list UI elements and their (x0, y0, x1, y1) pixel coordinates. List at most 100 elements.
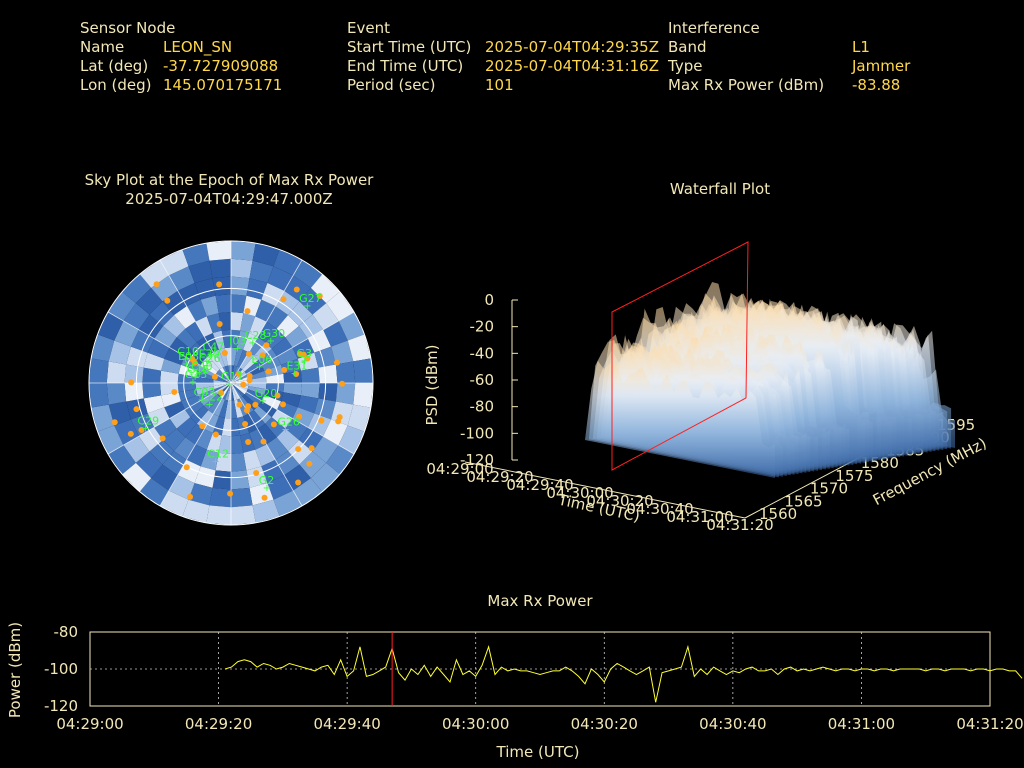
sky-cell (257, 321, 277, 343)
sky-cell (178, 364, 198, 377)
sky-track-point (306, 460, 313, 467)
sky-cell (300, 383, 320, 399)
sky-cell (218, 312, 231, 331)
sky-cell (318, 364, 338, 383)
sky-cell (124, 364, 144, 383)
sky-sat-label: G15 (187, 363, 210, 376)
sky-cell (195, 429, 213, 450)
sky-cell (240, 433, 256, 453)
sky-cell (196, 336, 214, 356)
sky-cell (231, 369, 245, 383)
sky-cell (273, 249, 302, 276)
sky-cell (177, 373, 197, 383)
sky-cell (338, 312, 365, 341)
ts-y-tick: -80 (54, 623, 79, 641)
sky-track-point (304, 355, 311, 362)
sky-track-point (133, 406, 140, 413)
sky-cell (314, 346, 336, 368)
sky-cell (217, 369, 231, 383)
sky-track-point (339, 380, 346, 387)
wf-z-tick: -80 (470, 398, 495, 416)
sky-track-point (333, 359, 340, 366)
sky-sat-marker: + (290, 369, 298, 380)
sky-cell (242, 394, 259, 411)
sky-cell (293, 478, 323, 506)
sky-track-point (189, 356, 196, 363)
ts-x-tick: 04:30:00 (442, 715, 509, 733)
sensor-lon-label: Lon (deg) (80, 76, 152, 94)
wf-psd-ridge (678, 309, 869, 463)
sky-cell (224, 365, 231, 383)
ts-x-tick: 04:29:40 (313, 715, 380, 733)
sky-sat-label: G13 (185, 368, 208, 381)
sky-track-point (159, 435, 166, 442)
sky-cell (222, 366, 231, 383)
sky-track-point (300, 351, 307, 358)
sky-sat-label: C22 (201, 390, 223, 403)
wf-y-tick: 1565 (784, 492, 822, 510)
sky-cell (151, 464, 178, 491)
sky-cell (231, 470, 250, 490)
sky-cell (219, 367, 231, 383)
wf-psd-ridge (737, 302, 928, 453)
sky-cell (222, 383, 231, 400)
sky-cell (200, 360, 218, 375)
sky-cell (353, 358, 373, 383)
sky-cell (213, 379, 231, 383)
sky-cell (106, 383, 127, 405)
interference-band-value: L1 (852, 38, 870, 56)
sky-cell (195, 316, 213, 337)
sky-cell (246, 278, 268, 300)
sky-sat-marker: + (205, 399, 213, 410)
sky-cell (185, 423, 205, 445)
sky-cell (257, 423, 277, 445)
sky-ring-0 (88, 240, 374, 526)
sky-cell (162, 290, 187, 316)
sky-cell (217, 383, 231, 397)
ts-y-tick: -120 (44, 697, 78, 715)
sky-cell (244, 391, 262, 406)
sky-cell (215, 452, 231, 472)
sky-track-point (280, 401, 287, 408)
sky-cell (221, 417, 231, 437)
wf-psd-ridge (651, 320, 842, 467)
sky-cell (218, 399, 228, 418)
sky-track-point (243, 407, 250, 414)
wf-psd-ridge (765, 332, 955, 448)
interference-panel: Interference Band Type Max Rx Power (dBm… (668, 19, 968, 99)
sky-track-point (336, 414, 343, 421)
sky-cell (323, 419, 348, 446)
sky-spoke (107, 311, 232, 384)
sky-sat-label: C26 (199, 352, 221, 365)
sky-track-point (260, 438, 267, 445)
wf-psd-ridge (710, 293, 901, 458)
sky-cell (271, 337, 293, 357)
wf-x-tick: 04:30:00 (546, 484, 613, 502)
sky-cell (247, 370, 266, 380)
sky-cell (237, 416, 250, 436)
wf-z-tick: -40 (470, 344, 495, 362)
wf-psd-ridge (698, 301, 889, 460)
sky-cell (249, 316, 267, 337)
wf-x-label: Time (UTC) (556, 490, 642, 525)
sky-sat-marker: + (255, 362, 263, 373)
sky-cell (231, 374, 248, 383)
sky-cell (231, 371, 247, 383)
sky-cell (231, 383, 243, 399)
sky-cell (138, 314, 164, 339)
sky-sat-label: C03 (194, 386, 216, 399)
wf-y-label: Frequency (MHz) (870, 434, 990, 509)
sensor-name-value: LEON_SN (163, 38, 233, 56)
sky-sat-label: E08 (178, 350, 199, 363)
sky-cell (231, 376, 249, 383)
sky-ring-1 (135, 287, 327, 479)
sky-cell (234, 399, 244, 418)
wf-psd-ridge (600, 343, 791, 476)
sky-cell (231, 367, 243, 383)
interference-band-label: Band (668, 38, 707, 56)
sky-track-point (245, 403, 252, 410)
sky-cell (218, 348, 228, 367)
sky-cell (231, 379, 249, 383)
sky-cell (243, 449, 262, 471)
sky-cell (212, 416, 225, 436)
